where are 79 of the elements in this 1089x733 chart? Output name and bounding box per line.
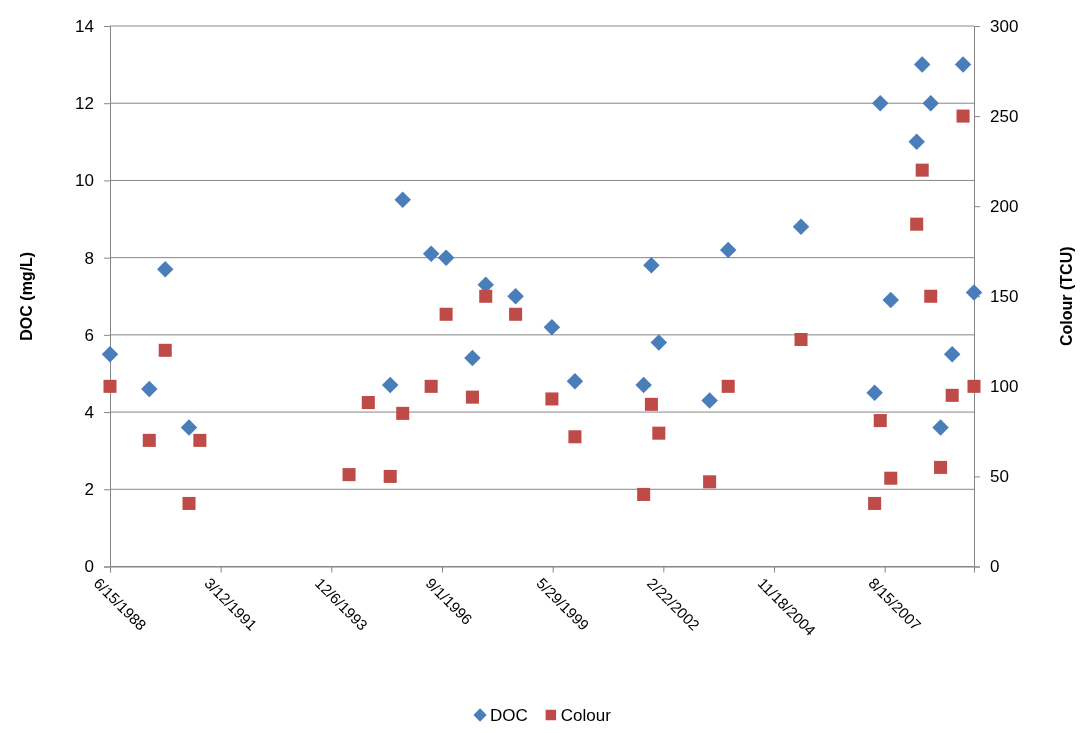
point xyxy=(424,379,438,393)
point xyxy=(965,284,983,301)
y-tick-label: 4 xyxy=(84,403,94,423)
point xyxy=(509,307,523,321)
point xyxy=(383,469,397,483)
point xyxy=(101,345,119,363)
point xyxy=(637,487,651,501)
point xyxy=(103,379,117,393)
point xyxy=(913,56,931,73)
point xyxy=(465,390,479,404)
point xyxy=(873,414,887,428)
point xyxy=(910,217,924,231)
point xyxy=(566,372,584,390)
y-tick-label: 12 xyxy=(75,94,94,114)
point xyxy=(924,289,938,303)
y-tick-label: 6 xyxy=(84,325,94,345)
point xyxy=(142,433,156,447)
y-tick-label: 14 xyxy=(75,16,94,36)
point xyxy=(954,56,972,73)
point xyxy=(141,380,158,398)
point xyxy=(568,430,582,444)
point xyxy=(193,433,207,447)
point xyxy=(158,343,172,357)
point xyxy=(644,397,658,411)
point xyxy=(943,345,961,363)
legend-label: DOC xyxy=(490,706,528,725)
point xyxy=(381,376,399,394)
y2-tick-label: 200 xyxy=(990,197,1019,217)
y2-tick-label: 0 xyxy=(990,557,1000,577)
point xyxy=(545,392,559,406)
point xyxy=(967,379,981,393)
y2-tick-label: 100 xyxy=(990,377,1019,397)
point xyxy=(868,496,882,510)
point xyxy=(507,288,524,305)
point xyxy=(945,388,959,402)
y2-tick-label: 50 xyxy=(990,467,1009,487)
point xyxy=(156,260,174,278)
y2-tick-label: 300 xyxy=(990,16,1019,36)
point xyxy=(866,384,883,402)
point xyxy=(643,257,660,274)
point xyxy=(719,241,737,259)
y2-tick-label: 250 xyxy=(990,107,1019,127)
point xyxy=(934,460,948,474)
point xyxy=(792,218,810,235)
point xyxy=(703,475,717,489)
y2-axis-title: Colour (TCU) xyxy=(1058,246,1075,347)
y-tick-label: 0 xyxy=(84,557,94,577)
point xyxy=(956,109,970,123)
point xyxy=(882,291,900,309)
point xyxy=(180,419,198,436)
point xyxy=(650,334,668,351)
point xyxy=(342,468,356,482)
legend-label: Colour xyxy=(560,706,612,725)
point xyxy=(915,163,929,177)
y-tick-label: 2 xyxy=(84,480,94,500)
point xyxy=(932,419,949,436)
point xyxy=(794,332,808,347)
point xyxy=(439,307,453,321)
point xyxy=(361,396,375,410)
point xyxy=(635,376,652,394)
y-tick-label: 10 xyxy=(75,171,94,191)
y-tick-label: 8 xyxy=(84,248,94,268)
point xyxy=(396,406,410,420)
point xyxy=(884,471,898,485)
y2-tick-label: 150 xyxy=(990,287,1019,307)
point xyxy=(701,392,718,409)
point xyxy=(721,379,735,393)
point xyxy=(543,318,561,336)
y-axis-title: DOC (mg/L) xyxy=(18,251,35,341)
point xyxy=(182,496,196,510)
point xyxy=(437,249,455,266)
point xyxy=(394,191,411,208)
point xyxy=(872,94,889,112)
point xyxy=(908,133,925,151)
point xyxy=(422,245,440,263)
point xyxy=(652,426,666,440)
point xyxy=(464,349,481,367)
point xyxy=(922,94,939,112)
point xyxy=(479,289,493,303)
